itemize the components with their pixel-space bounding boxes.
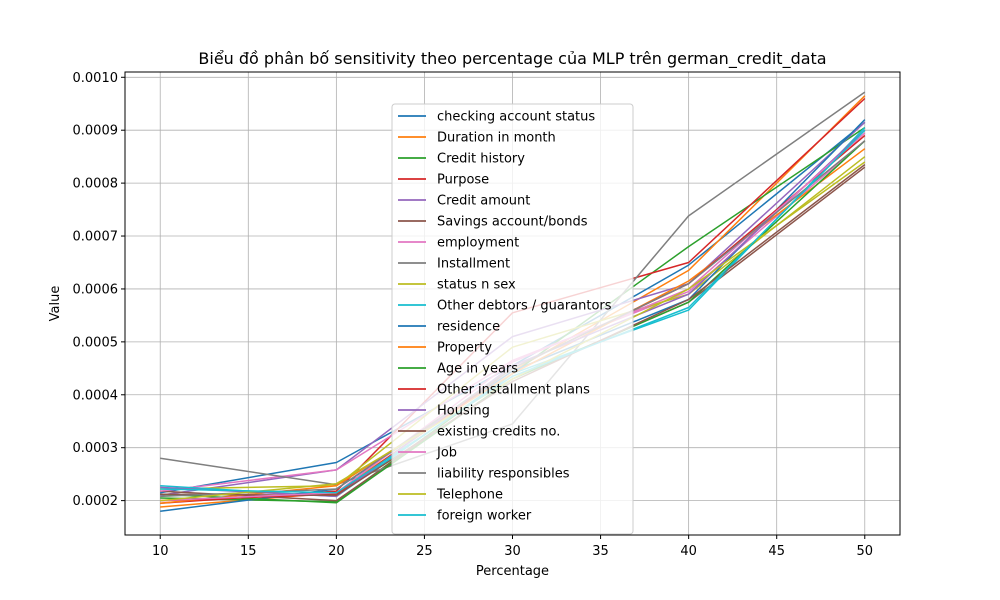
legend-entry: Telephone [436, 488, 503, 503]
legend-entry: Other debtors / guarantors [437, 299, 612, 314]
legend-entry: status n sex [437, 278, 516, 293]
x-tick-label: 40 [680, 544, 697, 559]
legend-entry: Savings account/bonds [437, 215, 588, 230]
legend-entry: Other installment plans [437, 383, 590, 398]
y-tick-label: 0.0005 [73, 335, 119, 350]
y-axis-ticks: 0.0002 0.0003 0.0004 0.0005 0.0006 0.0007 0.00… [73, 71, 125, 509]
legend-entry: Installment [437, 257, 510, 272]
y-tick-label: 0.0009 [73, 124, 119, 139]
y-tick-label: 0.0002 [73, 494, 119, 509]
legend-box [391, 103, 634, 535]
legend-entry: Duration in month [437, 131, 556, 146]
legend-entry: Housing [437, 404, 490, 419]
legend-entry: Credit amount [437, 194, 530, 209]
y-tick-label: 0.0007 [73, 230, 119, 245]
legend-entry: Age in years [437, 362, 518, 377]
y-axis-label: Value [48, 286, 63, 322]
x-tick-label: 10 [152, 544, 169, 559]
y-tick-label: 0.0008 [73, 177, 119, 192]
x-tick-label: 30 [504, 544, 521, 559]
legend-entry: Property [437, 341, 492, 356]
x-tick-label: 15 [240, 544, 257, 559]
x-tick-label: 25 [416, 544, 433, 559]
legend: checking account status Duration in month… [391, 103, 634, 535]
legend-entry: Purpose [437, 173, 489, 188]
x-tick-label: 50 [856, 544, 873, 559]
x-tick-label: 20 [328, 544, 345, 559]
legend-entry: residence [437, 320, 500, 335]
x-axis-label: Percentage [476, 564, 549, 579]
x-axis-ticks: 10 15 20 25 30 35 40 45 50 [152, 535, 873, 559]
legend-entry: employment [437, 236, 519, 251]
y-tick-label: 0.0003 [73, 441, 119, 456]
legend-entry: existing credits no. [437, 425, 560, 440]
legend-entry: foreign worker [437, 509, 532, 524]
legend-entry: liability responsibles [437, 467, 570, 482]
y-tick-label: 0.0010 [73, 71, 119, 86]
y-tick-label: 0.0004 [73, 388, 119, 403]
legend-entry: checking account status [437, 110, 595, 125]
chart-title: Biểu đồ phân bố sensitivity theo percent… [198, 49, 826, 69]
y-tick-label: 0.0006 [73, 282, 119, 297]
legend-entry: Job [436, 446, 457, 461]
x-tick-label: 45 [768, 544, 785, 559]
x-tick-label: 35 [592, 544, 609, 559]
legend-entry: Credit history [437, 152, 525, 167]
